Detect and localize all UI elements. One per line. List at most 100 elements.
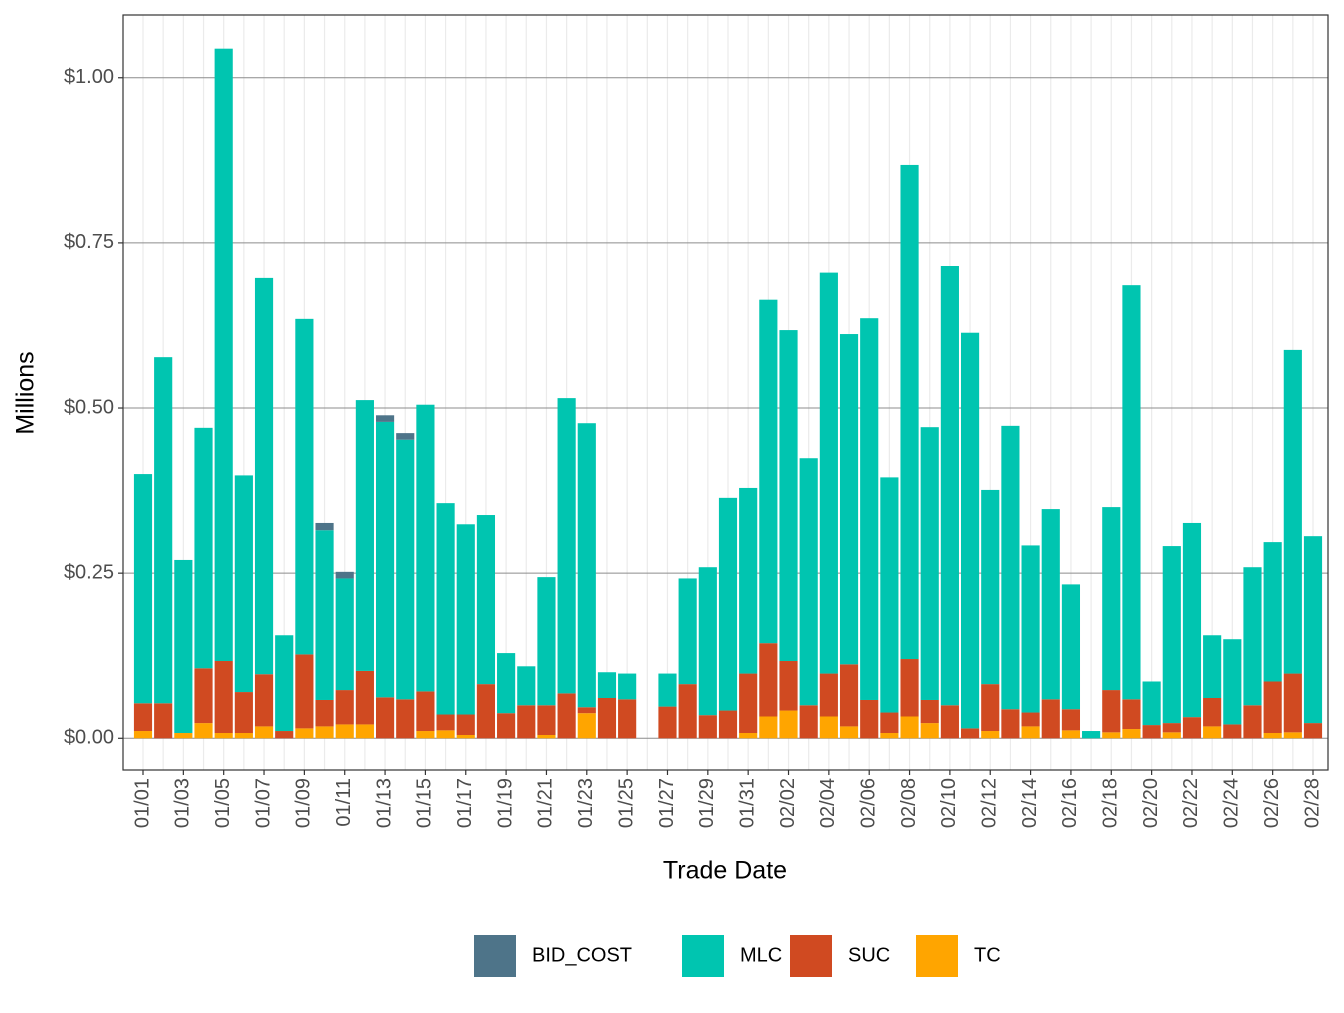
- x-tick-label: 01/03: [172, 778, 194, 828]
- legend-swatch: [682, 935, 724, 977]
- bar-segment: [678, 578, 697, 685]
- y-tick-label: $0.50: [64, 396, 114, 418]
- bar-segment: [597, 672, 617, 699]
- x-tick-label: 01/15: [414, 778, 436, 828]
- bar-segment: [1021, 726, 1040, 739]
- bar-segment: [759, 716, 778, 739]
- bar-segment: [739, 733, 758, 739]
- bar-segment: [436, 714, 455, 731]
- bar-segment: [174, 733, 193, 739]
- bar-segment: [1162, 723, 1181, 733]
- bar-segment: [194, 427, 213, 669]
- bar-segment: [1102, 507, 1121, 691]
- bar-segment: [1303, 723, 1323, 739]
- x-tick-label: 01/09: [293, 778, 315, 828]
- bar-segment: [658, 706, 677, 739]
- bar-segment: [718, 497, 738, 711]
- bar-segment: [214, 661, 233, 734]
- bar-segment: [819, 272, 838, 674]
- bar-segment: [355, 670, 374, 725]
- bar-segment: [355, 724, 374, 739]
- bar-segment: [517, 666, 536, 706]
- bar-segment: [577, 423, 596, 708]
- bar-segment: [940, 266, 959, 706]
- bar-segment: [174, 559, 193, 734]
- bar-segment: [1001, 425, 1020, 710]
- bar-segment: [960, 332, 980, 729]
- bar-segment: [275, 635, 294, 732]
- x-tick-label: 02/22: [1180, 778, 1202, 828]
- bar-segment: [779, 661, 798, 711]
- bar-segment: [960, 728, 980, 739]
- bar-segment: [234, 733, 253, 739]
- legend-label: BID_COST: [532, 944, 632, 966]
- x-tick-label: 01/11: [333, 778, 355, 827]
- bar-segment: [1263, 542, 1282, 682]
- bar-segment: [1223, 639, 1242, 725]
- x-tick-label: 01/05: [212, 778, 234, 828]
- bar-segment: [1203, 698, 1222, 727]
- bar-segment: [577, 707, 596, 714]
- bar-segment: [335, 724, 354, 739]
- bar-segment: [1223, 724, 1242, 739]
- bar-segment: [1182, 717, 1202, 739]
- x-tick-label: 02/06: [857, 778, 879, 828]
- bar-segment: [375, 697, 395, 739]
- x-tick-label: 02/28: [1301, 778, 1323, 828]
- bar-segment: [436, 730, 455, 739]
- bar-segment: [497, 653, 516, 714]
- bar-segment: [1122, 285, 1141, 700]
- bar-segment: [375, 415, 395, 422]
- bar-segment: [254, 674, 274, 727]
- bar-segment: [718, 710, 738, 739]
- bar-segment: [234, 475, 253, 693]
- bar-segment: [335, 690, 354, 725]
- bar-segment: [557, 693, 576, 739]
- bar-segment: [537, 577, 556, 706]
- bar-segment: [1122, 729, 1141, 739]
- bar-segment: [597, 698, 617, 739]
- bar-segment: [1182, 522, 1202, 718]
- bar-segment: [194, 668, 213, 724]
- x-tick-label: 02/26: [1261, 778, 1283, 828]
- y-axis-title: Millions: [12, 351, 40, 434]
- legend-swatch: [790, 935, 832, 977]
- y-tick-label: $0.25: [64, 561, 114, 583]
- bar-segment: [698, 567, 717, 716]
- legend-swatch: [916, 935, 958, 977]
- bar-segment: [537, 734, 556, 739]
- bar-segment: [1102, 732, 1121, 739]
- bar-segment: [214, 48, 233, 662]
- bar-segment: [577, 713, 596, 739]
- bar-segment: [920, 427, 939, 700]
- x-tick-label: 01/19: [494, 778, 516, 828]
- bar-segment: [497, 713, 516, 739]
- bar-segment: [1001, 709, 1020, 739]
- bar-segment: [456, 734, 475, 739]
- x-tick-label: 01/13: [373, 778, 395, 828]
- bar-segment: [335, 578, 354, 691]
- bar-segment: [1303, 536, 1323, 724]
- x-tick-label: 01/31: [736, 778, 758, 828]
- x-tick-label: 02/24: [1221, 778, 1243, 828]
- bar-segment: [1021, 545, 1040, 713]
- bar-segment: [1283, 673, 1302, 733]
- bar-segment: [416, 731, 435, 739]
- bar-segment: [1203, 726, 1222, 739]
- bar-segment: [295, 318, 314, 655]
- bar-segment: [133, 703, 153, 732]
- bar-segment: [618, 699, 637, 739]
- x-tick-label: 01/17: [454, 778, 476, 828]
- bar-segment: [880, 477, 899, 713]
- x-tick-label: 01/29: [696, 778, 718, 828]
- bar-segment: [860, 318, 879, 700]
- bar-segment: [678, 684, 697, 739]
- bar-segment: [355, 400, 374, 671]
- x-tick-label: 02/02: [777, 778, 799, 828]
- bar-segment: [295, 728, 314, 739]
- bar-segment: [900, 659, 919, 717]
- x-tick-label: 01/21: [535, 778, 557, 828]
- y-tick-label: $0.75: [64, 231, 114, 253]
- bar-segment: [315, 530, 334, 700]
- bar-segment: [920, 699, 939, 724]
